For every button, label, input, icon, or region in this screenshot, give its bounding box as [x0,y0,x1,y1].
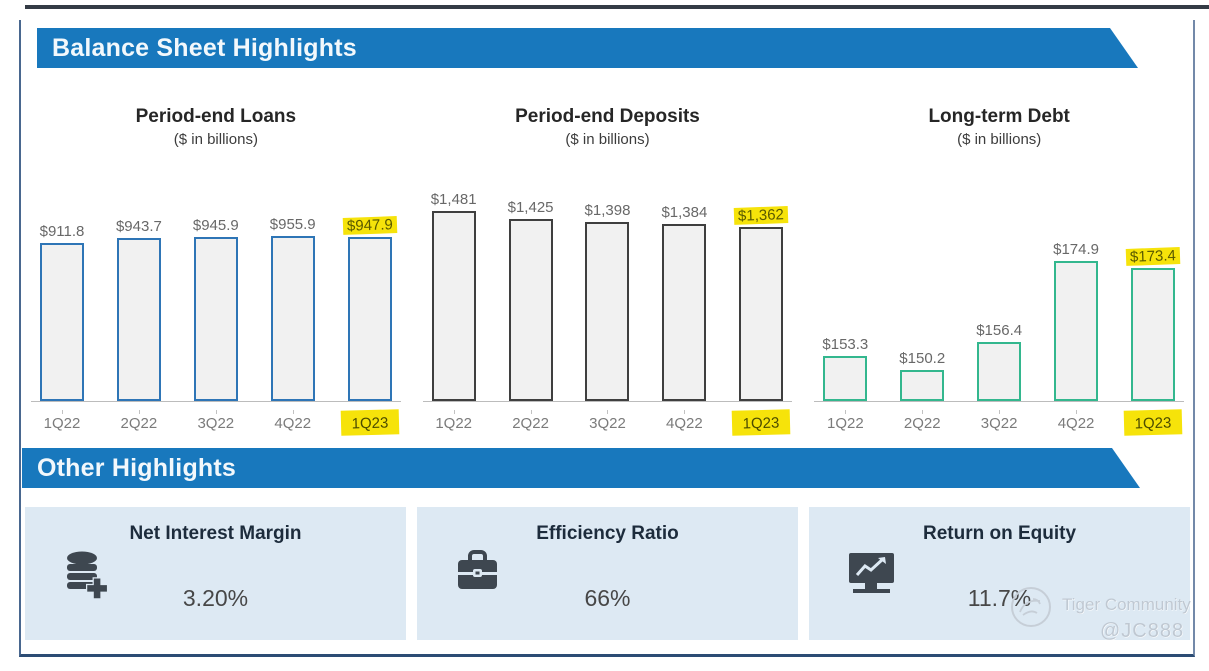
x-axis-labels: 1Q22 2Q22 3Q22 4Q22 1Q23 [423,409,793,436]
plot-area: $1,481 $1,425 $1,398 $1,384 $1,362 [422,191,793,402]
bar [508,219,553,401]
bar [1054,261,1099,401]
x-axis-labels: 1Q22 2Q22 3Q22 4Q22 1Q23 [814,409,1184,436]
bar-value-label: $911.8 [39,223,85,240]
x-axis-label: 1Q23 [340,409,399,436]
bar-slot: $173.4 [1124,247,1182,401]
chart-period-end-loans: Period-end Loans ($ in billions) $911.8 $… [25,100,407,436]
bar [431,211,476,401]
x-axis-label: 1Q22 [816,410,874,435]
bar [347,237,392,401]
metric-title: Return on Equity [922,523,1077,544]
plot-area: $911.8 $943.7 $945.9 $955.9 $947.9 [31,216,401,402]
x-axis-label: 4Q22 [264,410,322,435]
x-axis-label: 3Q22 [970,410,1028,435]
x-axis-label: 3Q22 [187,410,245,435]
bar-slot: $947.9 [341,216,399,401]
x-axis-label: 1Q22 [425,410,483,435]
page-frame [19,20,1195,657]
card-efficiency-ratio: Efficiency Ratio 66% [417,507,798,640]
bar-slot: $1,384 [655,204,713,401]
coins-plus-icon [61,549,111,608]
x-axis-label: 1Q23 [1123,409,1183,436]
bar [1130,268,1175,401]
bar-value-label: $156.4 [976,322,1023,339]
metric-value: 11.7% [967,585,1032,611]
bar [585,222,630,401]
chart-title: Period-end Deposits [515,106,700,127]
bar [40,243,84,401]
card-return-on-equity: Return on Equity 11.7% [809,507,1190,640]
metric-cards-row: Net Interest Margin 3.20% Efficiency [25,507,1190,640]
watermark-user: @JC888 [1100,620,1185,642]
metric-value: 66% [584,585,631,611]
plot-area: $153.3 $150.2 $156.4 $174.9 $173.4 [814,241,1185,402]
bar [900,370,945,401]
bar-value-label: $945.9 [192,217,239,234]
x-axis-label: 2Q22 [893,410,951,435]
x-axis-label: 2Q22 [110,410,168,435]
chart-title: Period-end Loans [135,106,297,127]
briefcase-icon [453,549,503,600]
section-banner-balance-sheet: Balance Sheet Highlights [37,28,1138,68]
chart-long-term-debt: Long-term Debt ($ in billions) $153.3 $15… [808,100,1190,436]
charts-row: Period-end Loans ($ in billions) $911.8 $… [25,100,1190,436]
bar [193,237,238,401]
bar-value-label: $1,481 [430,191,477,208]
bar-value-label: $150.2 [899,350,946,367]
metric-title: Efficiency Ratio [536,523,679,544]
chart-period-end-deposits: Period-end Deposits ($ in billions) $1,4… [417,100,799,436]
bar-slot: $955.9 [264,216,322,401]
chart-subtitle: ($ in billions) [565,131,650,148]
bar-slot: $1,481 [425,191,483,401]
x-axis-label: 2Q22 [502,410,560,435]
watermark-brand: Tiger Community [1062,595,1191,614]
bar [739,227,784,401]
chart-subtitle: ($ in billions) [957,131,1042,148]
bar-value-label: $174.9 [1053,241,1099,258]
bar-slot: $153.3 [816,336,874,401]
x-axis-label: 1Q23 [731,409,791,436]
bar-value-label: $947.9 [342,216,397,235]
bar-slot: $1,398 [578,202,636,401]
chart-title: Long-term Debt [928,106,1070,127]
bar [116,238,161,401]
x-axis-label: 3Q22 [578,410,636,435]
bar-value-label: $1,398 [584,202,631,219]
tiger-logo-icon [1008,584,1054,635]
bar-value-label: $173.4 [1125,247,1181,266]
bar-slot: $174.9 [1047,241,1105,401]
x-axis-label: 1Q22 [33,410,91,435]
section-banner-other-highlights: Other Highlights [22,448,1140,488]
x-axis-labels: 1Q22 2Q22 3Q22 4Q22 1Q23 [31,409,401,436]
bar-slot: $945.9 [187,217,245,401]
bar-slot: $911.8 [33,223,91,401]
bar-slot: $1,425 [502,199,560,401]
x-axis-label: 4Q22 [655,410,713,435]
bar [823,356,868,401]
bar-value-label: $153.3 [822,336,869,353]
bar [270,236,315,401]
chart-subtitle: ($ in billions) [173,131,258,148]
x-axis-label: 4Q22 [1047,410,1105,435]
bar-value-label: $1,384 [661,204,708,221]
bar-slot: $943.7 [110,218,168,401]
bar [662,224,707,401]
bar [977,342,1022,401]
bar-slot: $1,362 [732,206,790,401]
bar-slot: $150.2 [893,350,951,401]
bar-value-label: $943.7 [115,218,162,235]
chart-presentation-icon [845,549,899,600]
metric-value: 3.20% [182,585,249,611]
top-rule [25,5,1209,9]
card-net-interest-margin: Net Interest Margin 3.20% [25,507,406,640]
bar-value-label: $1,425 [507,199,554,216]
bar-value-label: $955.9 [269,216,316,233]
bar-slot: $156.4 [970,322,1028,401]
bar-value-label: $1,362 [734,206,789,225]
metric-title: Net Interest Margin [129,523,302,544]
